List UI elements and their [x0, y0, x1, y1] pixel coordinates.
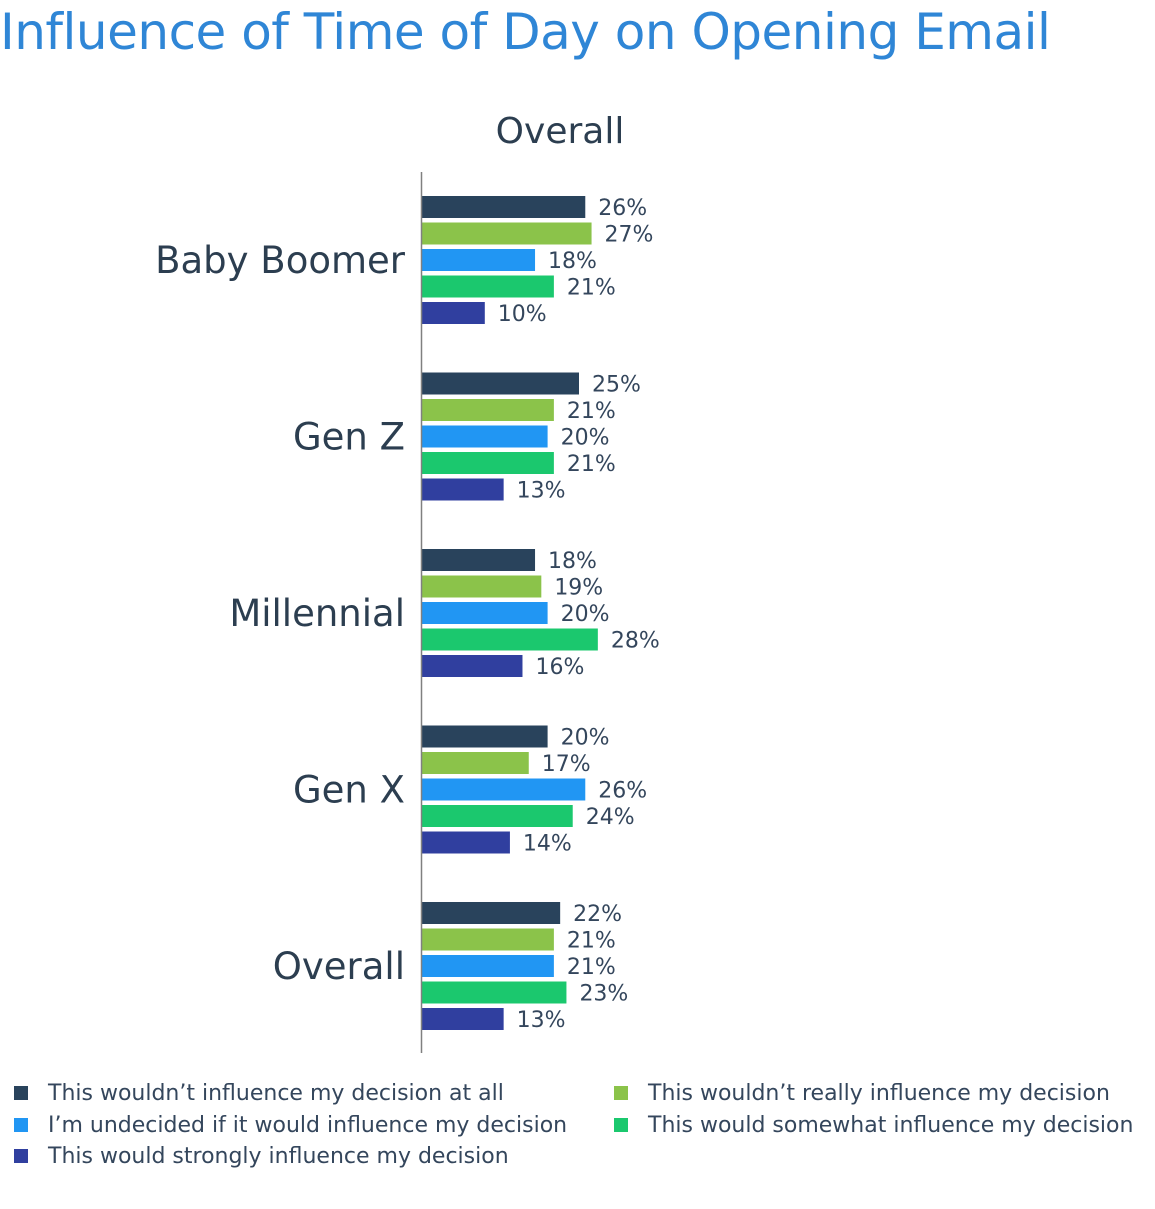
data-label: 21%: [567, 276, 616, 301]
bar: [422, 302, 485, 324]
bar: [422, 249, 536, 271]
category-label: Baby Boomer: [155, 239, 406, 282]
data-label: 24%: [586, 805, 635, 830]
data-label: 18%: [548, 549, 597, 574]
data-label: 16%: [535, 655, 584, 680]
legend-label: This wouldn’t really influence my decisi…: [648, 1080, 1110, 1106]
legend-item: This wouldn’t influence my decision at a…: [14, 1078, 504, 1108]
data-label: 10%: [498, 302, 547, 327]
data-label: 22%: [573, 902, 622, 927]
bar: [422, 831, 510, 854]
bar: [422, 372, 579, 395]
data-label: 20%: [561, 426, 610, 451]
data-label: 17%: [542, 752, 591, 777]
bar: [422, 955, 554, 977]
data-label: 23%: [579, 982, 628, 1007]
bar: [422, 196, 586, 218]
data-label: 27%: [605, 223, 654, 248]
data-label: 13%: [517, 1008, 566, 1033]
data-label: 21%: [567, 955, 616, 980]
data-label: 14%: [523, 832, 572, 857]
category-label: Overall: [273, 945, 405, 988]
category-label: Gen X: [293, 769, 405, 812]
bar: [422, 222, 592, 245]
legend-swatch: [614, 1118, 628, 1132]
data-label: 21%: [567, 929, 616, 954]
bar: [422, 902, 561, 924]
bar: [422, 752, 529, 774]
bar: [422, 778, 586, 801]
data-label: 20%: [561, 602, 610, 627]
data-label: 19%: [554, 576, 603, 601]
bar: [422, 452, 554, 474]
legend-label: This wouldn’t influence my decision at a…: [48, 1080, 504, 1106]
bar: [422, 655, 523, 677]
bar: [422, 928, 554, 951]
legend-item: This wouldn’t really influence my decisi…: [614, 1078, 1110, 1108]
bar: [422, 425, 548, 448]
data-label: 25%: [592, 373, 641, 398]
data-label: 28%: [611, 629, 660, 654]
legend-label: This would strongly influence my decisio…: [48, 1143, 509, 1169]
legend-swatch: [14, 1118, 28, 1132]
data-label: 21%: [567, 452, 616, 477]
legend-item: This would somewhat influence my decisio…: [614, 1110, 1133, 1140]
bar: [422, 1008, 504, 1030]
bar: [422, 549, 536, 571]
data-label: 26%: [598, 779, 647, 804]
bar: [422, 725, 548, 748]
category-label: Millennial: [229, 592, 405, 635]
bar: [422, 981, 567, 1004]
legend-label: This would somewhat influence my decisio…: [648, 1112, 1134, 1138]
bar: [422, 575, 542, 598]
chart-main-title: Influence of Time of Day on Opening Emai…: [0, 3, 1051, 61]
chart-subtitle: Overall: [496, 111, 625, 152]
bar: [422, 478, 504, 501]
legend: This wouldn’t influence my decision at a…: [0, 1074, 1155, 1184]
data-label: 26%: [598, 196, 647, 221]
legend-label: I’m undecided if it would influence my d…: [48, 1112, 568, 1138]
category-label: Gen Z: [293, 416, 405, 459]
legend-item: This would strongly influence my decisio…: [14, 1141, 509, 1171]
bar: [422, 602, 548, 624]
data-label: 21%: [567, 399, 616, 424]
data-label: 20%: [561, 726, 610, 751]
bar: [422, 275, 554, 298]
bar: [422, 805, 573, 827]
legend-swatch: [14, 1086, 28, 1100]
data-label: 13%: [517, 479, 566, 504]
legend-swatch: [614, 1086, 628, 1100]
legend-swatch: [14, 1149, 28, 1163]
bar: [422, 628, 598, 651]
bar: [422, 399, 554, 421]
data-label: 18%: [548, 249, 597, 274]
legend-item: I’m undecided if it would influence my d…: [14, 1110, 567, 1140]
